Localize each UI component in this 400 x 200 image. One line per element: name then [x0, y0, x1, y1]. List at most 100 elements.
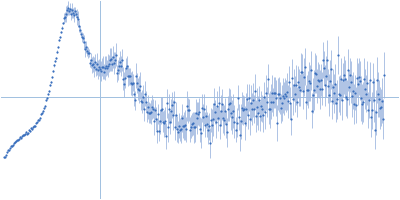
Point: [139, 100, 146, 103]
Point: [241, 122, 248, 125]
Point: [66, 10, 72, 13]
Point: [244, 113, 251, 116]
Point: [174, 127, 180, 131]
Point: [266, 108, 273, 111]
Point: [322, 75, 329, 78]
Point: [100, 66, 106, 69]
Point: [196, 110, 202, 114]
Point: [369, 109, 375, 112]
Point: [353, 103, 359, 107]
Point: [24, 132, 30, 135]
Point: [140, 95, 146, 99]
Point: [292, 83, 299, 87]
Point: [268, 100, 274, 103]
Point: [344, 97, 350, 100]
Point: [136, 88, 142, 91]
Point: [85, 51, 91, 54]
Point: [41, 106, 47, 109]
Point: [31, 125, 37, 128]
Point: [189, 123, 196, 126]
Point: [341, 73, 347, 77]
Point: [316, 88, 323, 91]
Point: [81, 41, 87, 44]
Point: [121, 83, 127, 86]
Point: [87, 62, 93, 65]
Point: [193, 111, 200, 115]
Point: [73, 12, 79, 15]
Point: [179, 116, 186, 119]
Point: [144, 111, 150, 114]
Point: [322, 84, 328, 87]
Point: [326, 94, 332, 97]
Point: [284, 90, 290, 93]
Point: [180, 125, 186, 128]
Point: [138, 100, 144, 103]
Point: [240, 108, 247, 111]
Point: [318, 79, 324, 82]
Point: [318, 87, 325, 90]
Point: [55, 45, 61, 49]
Point: [151, 119, 158, 122]
Point: [128, 82, 134, 85]
Point: [142, 92, 148, 95]
Point: [381, 74, 387, 77]
Point: [79, 36, 85, 39]
Point: [183, 128, 190, 131]
Point: [213, 120, 220, 124]
Point: [276, 96, 283, 100]
Point: [8, 144, 14, 148]
Point: [378, 106, 384, 109]
Point: [292, 92, 298, 96]
Point: [78, 32, 84, 36]
Point: [237, 120, 244, 123]
Point: [186, 108, 192, 111]
Point: [187, 128, 194, 131]
Point: [327, 79, 333, 82]
Point: [29, 127, 35, 131]
Point: [94, 62, 100, 65]
Point: [74, 15, 80, 18]
Point: [57, 35, 63, 39]
Point: [199, 106, 206, 110]
Point: [111, 61, 117, 65]
Point: [60, 21, 66, 24]
Point: [10, 143, 16, 146]
Point: [70, 11, 76, 14]
Point: [172, 126, 178, 129]
Point: [101, 70, 107, 73]
Point: [166, 107, 172, 110]
Point: [155, 112, 162, 115]
Point: [113, 53, 119, 56]
Point: [248, 108, 255, 111]
Point: [235, 116, 242, 119]
Point: [332, 82, 338, 86]
Point: [280, 97, 287, 100]
Point: [6, 147, 13, 150]
Point: [370, 81, 376, 84]
Point: [49, 75, 55, 79]
Point: [290, 98, 296, 101]
Point: [284, 100, 291, 103]
Point: [324, 84, 331, 88]
Point: [358, 97, 364, 100]
Point: [161, 122, 168, 125]
Point: [96, 66, 102, 69]
Point: [56, 39, 62, 42]
Point: [368, 116, 374, 119]
Point: [338, 77, 344, 80]
Point: [152, 108, 158, 111]
Point: [197, 128, 204, 131]
Point: [274, 122, 280, 125]
Point: [162, 120, 168, 123]
Point: [198, 131, 204, 134]
Point: [108, 58, 114, 61]
Point: [36, 118, 42, 121]
Point: [357, 79, 363, 82]
Point: [302, 65, 308, 68]
Point: [310, 89, 317, 92]
Point: [201, 108, 208, 111]
Point: [274, 92, 281, 96]
Point: [149, 106, 156, 109]
Point: [236, 134, 243, 137]
Point: [300, 89, 306, 93]
